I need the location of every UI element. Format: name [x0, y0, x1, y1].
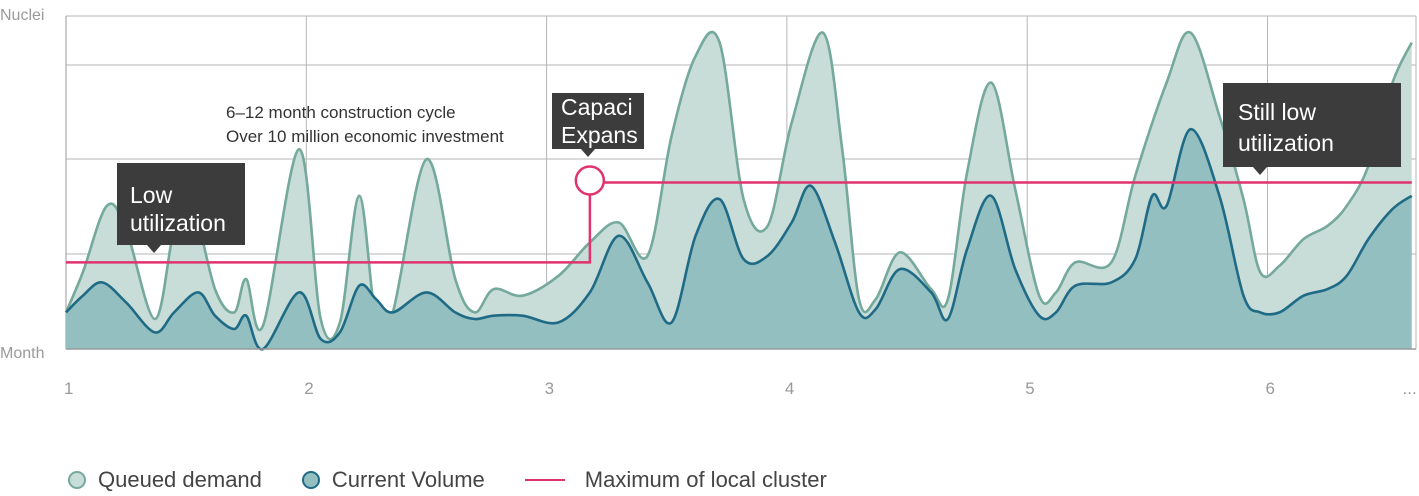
investment-notes: 6–12 month construction cycle Over 10 mi… — [226, 103, 504, 146]
callout-text-capacity-expansion-1: Expans — [561, 122, 638, 148]
legend-swatch-current-volume — [301, 471, 320, 489]
plot-areas — [64, 30, 1416, 351]
legend-swatch-maximum-local-cluster — [524, 479, 565, 481]
x-tick-label-2: 2 — [304, 379, 313, 398]
callout-box-low-utilization — [117, 163, 245, 245]
x-tick-label-6: 6 — [1266, 379, 1275, 398]
callout-text-low-utilization-0: Low — [130, 182, 173, 208]
maximum-local-cluster-line — [66, 181, 1412, 264]
x-axis-label: Month — [0, 345, 44, 362]
callout-pointer-capacity-expansion — [581, 149, 595, 157]
legend: Queued demand Current Volume Maximum of … — [68, 464, 867, 496]
callout-pointer-low-utilization — [147, 245, 161, 253]
axes: Nuclei Month — [0, 7, 44, 362]
callout-text-still-low-utilization-1: utilization — [1238, 130, 1334, 156]
current-volume-area — [66, 129, 1412, 350]
legend-item-maximum-local-cluster: Maximum of local cluster — [524, 467, 827, 493]
legend-swatch-queued-demand — [68, 471, 86, 489]
callout-pointer-still-low-utilization — [1253, 167, 1267, 175]
x-tick-label-1: 1 — [64, 379, 73, 398]
x-tick-label-5: 5 — [1025, 379, 1034, 398]
legend-label-maximum-local-cluster: Maximum of local cluster — [584, 467, 827, 492]
note-construction-cycle: 6–12 month construction cycle — [226, 103, 456, 122]
legend-label-current-volume: Current Volume — [331, 467, 485, 492]
callout-box-capacity-expansion — [552, 93, 644, 149]
y-axis-label: Nuclei — [0, 7, 44, 24]
x-tick-label-3: 3 — [545, 379, 554, 398]
legend-label-queued-demand: Queued demand — [98, 467, 262, 492]
expansion-marker-circle — [574, 165, 606, 196]
callout-text-low-utilization-1: utilization — [130, 210, 226, 236]
callout-still-low-utilization: Still low utilization — [1223, 83, 1401, 175]
callout-text-capacity-expansion-0: Capaci — [561, 94, 633, 120]
legend-item-queued-demand: Queued demand — [68, 467, 262, 493]
queued-demand-line — [64, 30, 1413, 341]
x-tick-label-4: 4 — [785, 379, 794, 398]
expansion-marker — [574, 165, 606, 196]
x-tick-label-more: ... — [1403, 379, 1417, 398]
callout-text-still-low-utilization-0: Still low — [1238, 99, 1316, 125]
x-tick-labels: 1 2 3 4 5 6... — [64, 379, 1417, 398]
note-economic-investment: Over 10 million economic investment — [226, 127, 504, 146]
callout-box-still-low-utilization — [1223, 83, 1401, 167]
legend-item-current-volume: Current Volume — [301, 467, 485, 493]
